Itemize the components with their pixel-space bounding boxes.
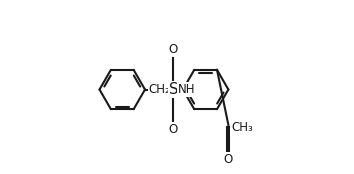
Text: S: S — [169, 82, 178, 97]
Text: O: O — [224, 153, 233, 166]
Text: CH₃: CH₃ — [231, 121, 253, 134]
Text: O: O — [169, 44, 178, 56]
Text: NH: NH — [177, 83, 195, 96]
Text: O: O — [169, 123, 178, 136]
Text: CH₂: CH₂ — [148, 83, 170, 96]
